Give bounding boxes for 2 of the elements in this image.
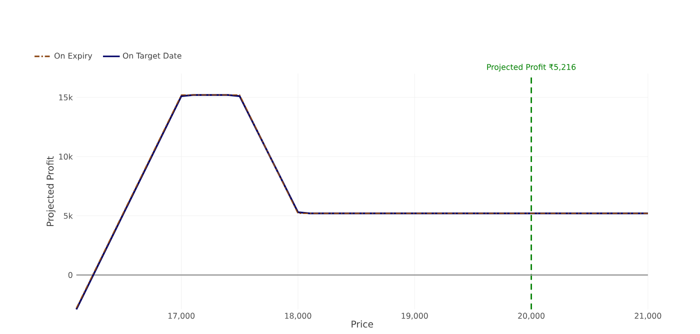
y-axis-title: Projected Profit: [46, 156, 56, 226]
x-axis-title: Price: [352, 320, 374, 328]
